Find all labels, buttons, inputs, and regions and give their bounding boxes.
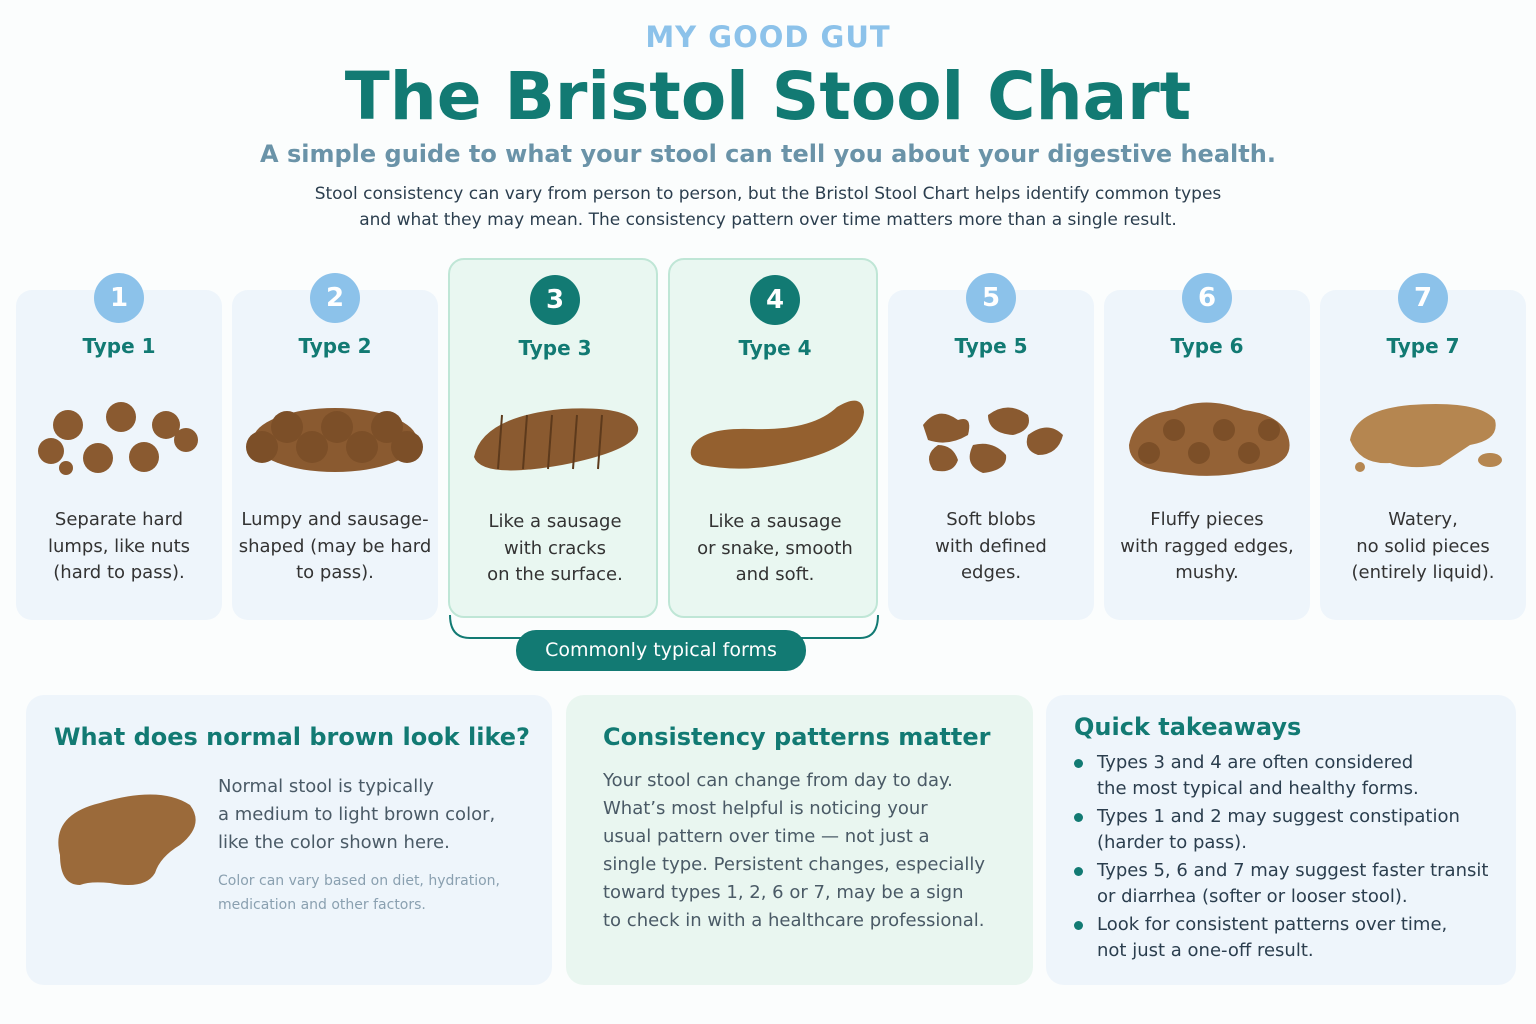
type-name: Type 6 [1170,334,1244,358]
item-line: Look for consistent patterns over time, [1097,914,1448,935]
note-line: Color can vary based on diet, hydration, [218,873,500,889]
note-line: medication and other factors. [218,897,426,913]
type-description: Like a sausage [708,511,842,532]
bullet [1074,921,1083,930]
panel-body: Your stool can change from day to day. Wh… [603,767,985,935]
type-description: mushy. [1175,562,1239,583]
type-description: no solid pieces [1356,535,1490,557]
intro-line: and what they may mean. The consistency … [359,210,1177,230]
panel-title: Consistency patterns matter [603,723,991,751]
type-description: Lumpy and sausage- [241,509,429,530]
type-name: Type 1 [82,334,156,358]
type-description: or snake, smooth [697,537,853,559]
item-line: Types 1 and 2 may suggest constipation [1097,806,1460,827]
body-line: usual pattern over time — not just a [603,826,930,847]
stool-illustration [690,400,864,469]
type-name: Type 5 [954,334,1028,358]
intro-line: Stool consistency can vary from person t… [314,184,1222,204]
type-number: 2 [310,273,360,323]
type-description: (entirely liquid). [1351,562,1495,583]
stool-illustration [38,402,198,475]
takeaway-list: Types 3 and 4 are often considered the mo… [1074,750,1488,966]
stool-illustration [474,408,639,471]
takeaway-item: Look for consistent patterns over time, n… [1074,912,1488,964]
type-description: on the surface. [487,564,623,585]
panel-title: Quick takeaways [1074,713,1302,741]
type-description: (hard to pass). [53,562,185,583]
panel-body: Normal stool is typically a medium to lig… [218,773,500,917]
type-card: 4 Type 4 Like a sausage or snake, smooth and… [668,258,878,618]
body-line: Normal stool is typically [218,776,434,797]
item-line: not just a one-off result. [1097,940,1314,961]
type-name: Type 2 [298,334,372,358]
stool-illustration [1350,404,1502,472]
bullet [1074,813,1083,822]
subtitle: A simple guide to what your stool can te… [260,140,1276,168]
bullet [1074,759,1083,768]
body-line: like the color shown here. [218,832,450,853]
spacer [218,857,500,869]
type-description: shaped (may be hard [238,535,432,557]
typical-label: Commonly typical forms [516,630,806,671]
type-description: with defined [935,535,1047,557]
type-card: 5 Type 5 Soft blobs with defined edges. [888,273,1094,620]
type-description: Separate hard [54,509,184,530]
stool-illustration [246,408,423,472]
type-description: and soft. [735,564,815,585]
type-description: with cracks [504,537,606,559]
panel-title: What does normal brown look like? [54,723,530,751]
type-description: Fluffy pieces [1150,509,1264,530]
item-line: the most typical and healthy forms. [1097,778,1419,799]
type-description: to pass). [296,562,374,583]
stool-illustration [1129,402,1290,476]
body-line: toward types 1, 2, 6 or 7, may be a sign [603,882,964,903]
type-number: 1 [94,273,144,323]
type-name: Type 7 [1386,334,1460,358]
stool-illustration [923,407,1063,473]
type-card: 7 Type 7 Watery, no solid pieces (entirely l… [1320,273,1526,620]
body-line: to check in with a healthcare profession… [603,910,985,931]
takeaway-item: Types 5, 6 and 7 may suggest faster tran… [1074,858,1488,910]
type-name: Type 3 [518,336,592,360]
title: The Bristol Stool Chart [344,58,1192,135]
type-description: edges. [960,562,1022,583]
takeaways-panel: Quick takeaways Types 3 and 4 are often … [1046,695,1516,985]
item-line: Types 3 and 4 are often considered [1097,752,1414,773]
type-description: Soft blobs [946,509,1036,530]
type-card: 3 Type 3 Like a sausage with cracks on the s… [448,258,658,618]
brown-swatch [58,794,196,886]
brand: MY GOOD GUT [645,20,891,54]
body-line: Your stool can change from day to day. [603,770,953,791]
type-card: 2 Type 2 Lumpy and sausage-shaped (may be … [232,273,438,620]
type-card: 6 Type 6 Fluffy pieces with ragged edges, mu… [1104,273,1310,620]
item-line: Types 5, 6 and 7 may suggest faster tran… [1097,860,1489,881]
body-line: a medium to light brown color, [218,804,496,825]
takeaway-item: Types 1 and 2 may suggest constipation (h… [1074,804,1488,856]
takeaway-item: Types 3 and 4 are often considered the mo… [1074,750,1488,802]
type-description: Watery, [1388,509,1458,530]
type-name: Type 4 [738,336,812,360]
type-number: 5 [966,273,1016,323]
type-card: 1 Type 1 Separate hard lumps, like nuts (har… [16,273,222,620]
type-description: Like a sausage [488,511,622,532]
type-description: lumps, like nuts [47,535,191,557]
type-description: with ragged edges, [1120,535,1294,557]
item-line: (harder to pass). [1097,832,1247,853]
item-line: or diarrhea (softer or looser stool). [1097,886,1408,907]
type-number: 6 [1182,273,1232,323]
body-line: What’s most helpful is noticing your [603,798,928,819]
type-number: 4 [750,275,800,325]
type-number: 7 [1398,273,1448,323]
normal-brown-panel: What does normal brown look like? Normal… [26,695,552,985]
patterns-panel: Consistency patterns matter Your stool c… [566,695,1033,985]
body-line: single type. Persistent changes, especia… [603,854,986,875]
bullet [1074,867,1083,876]
type-number: 3 [530,275,580,325]
